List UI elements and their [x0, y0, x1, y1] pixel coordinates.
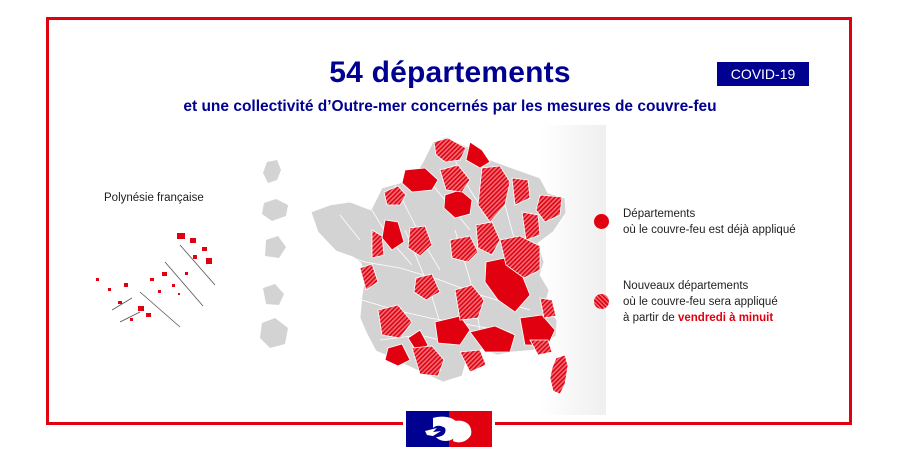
- legend-new-line3-highlight: vendredi à minuit: [677, 312, 774, 324]
- map-shadow-divider: [540, 125, 606, 415]
- legend-applied-line2: où le couvre-feu est déjà appliqué: [623, 224, 796, 236]
- corsica-region: [549, 354, 569, 395]
- hatched-red-dot-icon: [594, 294, 609, 309]
- covid-badge: COVID-19: [717, 62, 809, 86]
- polynesie-label: Polynésie française: [104, 192, 204, 204]
- solid-red-dot-icon: [594, 214, 609, 229]
- overseas-departments: [260, 160, 288, 348]
- legend-new-line3-prefix: à partir de: [623, 312, 678, 324]
- marianne-logo-icon: [403, 411, 495, 447]
- legend-new-line3: à partir de vendredi à minuit: [623, 310, 863, 326]
- page-subtitle: et une collectivité d’Outre-mer concerné…: [183, 98, 717, 115]
- legend-new-line1: Nouveaux départements: [623, 280, 749, 292]
- polynesia-islands: [96, 233, 216, 328]
- page-title: 54 départements: [329, 56, 571, 89]
- legend-new-line2: où le couvre-feu sera appliqué: [623, 296, 778, 308]
- curfew-new-regions: [359, 137, 563, 377]
- legend-applied-line1: Départements: [623, 208, 696, 220]
